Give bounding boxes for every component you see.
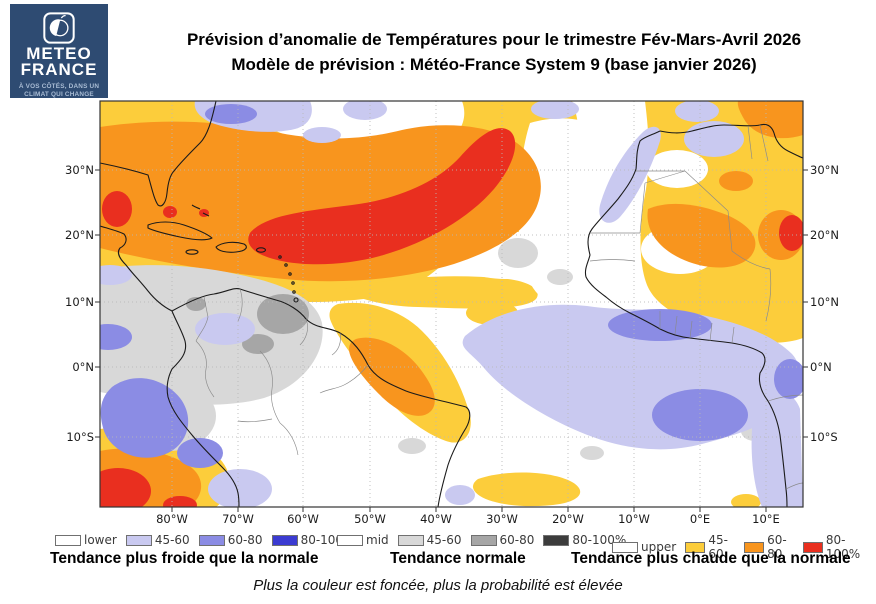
legend-group-warm: upper 45-60 60-80 80-100%	[612, 533, 876, 561]
legend-swatch	[743, 541, 765, 553]
footnote: Plus la couleur est foncée, plus la prob…	[253, 577, 623, 594]
logo-tagline: À VOS CÔTÉS, DANS UN CLIMAT QUI CHANGE	[18, 83, 100, 98]
lat-label: 10°S	[66, 430, 94, 444]
meteo-france-logo: METEO FRANCE À VOS CÔTÉS, DANS UN CLIMAT…	[10, 4, 108, 98]
lat-label: 30°N	[65, 163, 94, 177]
legend-item: mid	[337, 533, 389, 547]
legend-item: 60-80	[743, 533, 794, 561]
legend-swatch	[271, 534, 298, 546]
axis-ticks	[95, 169, 808, 512]
page-subtitle: Modèle de prévision : Météo-France Syste…	[231, 55, 757, 74]
legend-swatch	[543, 534, 570, 546]
legend-item: 45-60	[685, 533, 735, 561]
lon-label: 10°E	[752, 512, 780, 526]
legend-item: 80-100%	[802, 533, 867, 561]
meteo-france-logo-icon	[42, 11, 76, 45]
legend-group-cold: lower 45-60 60-80 80-100%	[55, 533, 363, 547]
legend-item: 60-80	[470, 533, 534, 547]
map-svg: .cy{fill:#fccd3b}.co{fill:#f8951e}.cr{fi…	[65, 100, 839, 526]
lat-label: 0°N	[810, 360, 832, 374]
legend-swatch	[470, 534, 497, 546]
legend-item: lower	[55, 533, 117, 547]
lon-labels: 80°W 70°W 60°W 50°W 40°W 30°W 20°W 10°W …	[156, 512, 780, 526]
lat-labels-right: 30°N 20°N 10°N 0°N 10°S	[810, 163, 839, 444]
country-borders	[195, 124, 803, 490]
legend: lower 45-60 60-80 80-100% mid 45-60 60-8…	[0, 533, 876, 561]
logo-brand-line2: FRANCE	[20, 60, 98, 79]
caption-warm: Tendance plus chaude que la normale	[571, 550, 851, 567]
lon-label: 50°W	[354, 512, 386, 526]
lon-label: 60°W	[287, 512, 319, 526]
legend-swatch	[612, 541, 638, 553]
lon-label: 0°E	[690, 512, 710, 526]
legend-item: upper	[612, 540, 676, 554]
logo-brand: METEO FRANCE	[20, 44, 98, 79]
legend-swatch	[198, 534, 225, 546]
legend-item: 45-60	[125, 533, 190, 547]
legend-item: 45-60	[397, 533, 462, 547]
lon-label: 40°W	[420, 512, 452, 526]
legend-item: 60-80	[198, 533, 263, 547]
forecast-map: .cy{fill:#fccd3b}.co{fill:#f8951e}.cr{fi…	[0, 95, 876, 540]
lat-label: 20°N	[810, 228, 839, 242]
lon-label: 70°W	[222, 512, 254, 526]
legend-swatch	[685, 541, 706, 553]
coastlines	[100, 101, 803, 507]
lat-label: 20°N	[65, 228, 94, 242]
legend-swatch	[802, 541, 823, 553]
lat-label: 30°N	[810, 163, 839, 177]
legend-swatch	[337, 534, 363, 546]
lat-label: 10°N	[65, 295, 94, 309]
lat-label: 10°N	[810, 295, 839, 309]
map-canvas	[95, 100, 808, 512]
logo-brand-line1: METEO	[26, 44, 92, 63]
lon-label: 80°W	[156, 512, 188, 526]
legend-swatch	[397, 534, 424, 546]
lon-label: 20°W	[552, 512, 584, 526]
map-frame	[99, 100, 804, 508]
lon-label: 30°W	[486, 512, 518, 526]
caption-normal: Tendance normale	[390, 550, 526, 567]
lon-label: 10°W	[618, 512, 650, 526]
lat-label: 0°N	[72, 360, 94, 374]
caption-cold: Tendance plus froide que la normale	[50, 550, 319, 567]
lat-labels-left: 30°N 20°N 10°N 0°N 10°S	[65, 163, 94, 444]
legend-group-normal: mid 45-60 60-80 80-100%	[337, 533, 635, 547]
page-title: Prévision d’anomalie de Températures pou…	[186, 30, 802, 49]
legend-swatch	[55, 534, 81, 546]
header: Prévision d’anomalie de Températures pou…	[112, 27, 876, 77]
lat-label: 10°S	[810, 430, 838, 444]
legend-swatch	[125, 534, 152, 546]
